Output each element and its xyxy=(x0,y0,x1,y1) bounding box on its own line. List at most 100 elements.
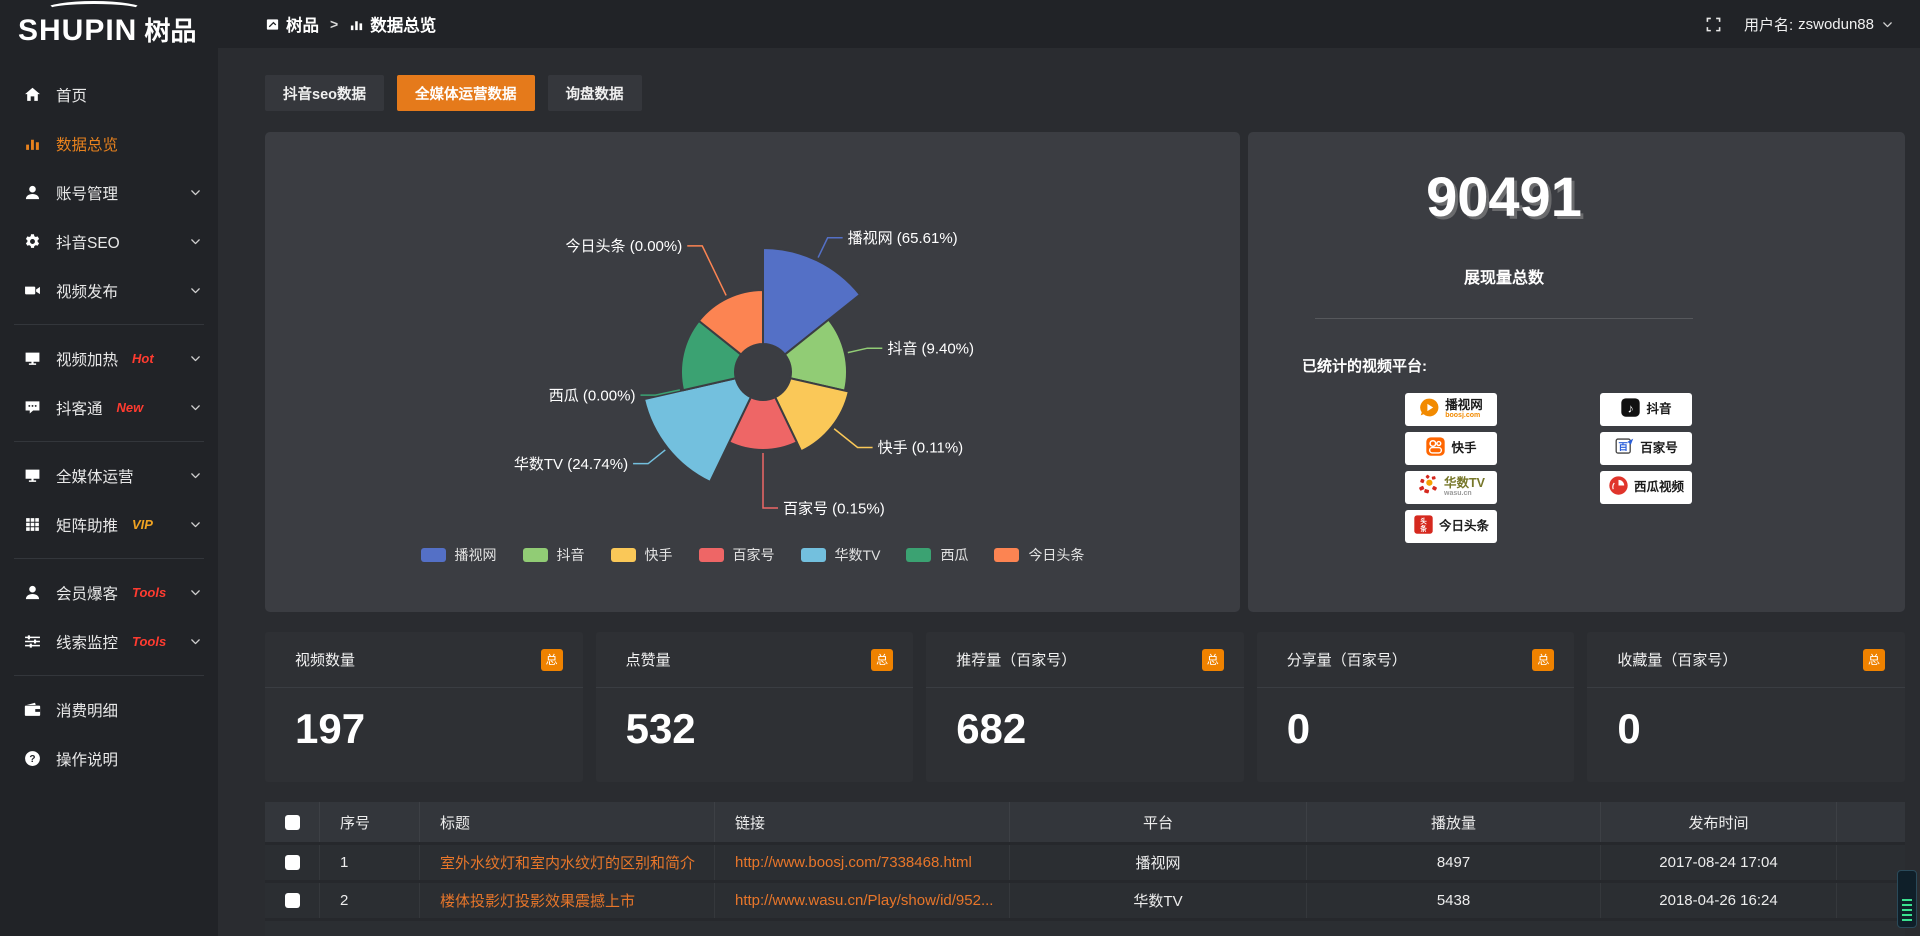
legend-item-抖音[interactable]: 抖音 xyxy=(522,545,585,565)
gear-icon xyxy=(24,233,41,250)
table-header-row: 序号 标题 链接 平台 播放量 发布时间 xyxy=(265,802,1905,842)
table-header-platform: 平台 xyxy=(1010,802,1307,842)
pie-label: 西瓜 (0.00%) xyxy=(549,387,636,404)
pie-slice-播视网[interactable] xyxy=(762,247,861,356)
table-header-index: 序号 xyxy=(320,802,420,842)
sidebar-item-tag: New xyxy=(116,400,144,415)
sidebar-item-video-publish[interactable]: 视频发布 xyxy=(0,266,218,315)
sidebar-item-consumption-detail[interactable]: 消费明细 xyxy=(0,685,218,734)
cell-time: 2017-08-24 17:04 xyxy=(1601,845,1837,880)
legend-swatch xyxy=(522,548,548,562)
platform-badge-kuaishou: 快手 xyxy=(1405,432,1497,465)
pie-slice-百家号[interactable] xyxy=(728,396,798,451)
platforms-section: 已统计的视频平台: 播视网 boosj.com 快手 华数TV wasu.cn 头条今日头… xyxy=(1248,319,1905,543)
sidebar-item-label: 矩阵助推 xyxy=(56,517,119,535)
sidebar-item-label: 首页 xyxy=(56,87,88,105)
tab-media-operation-data[interactable]: 全媒体运营数据 xyxy=(397,75,535,111)
sidebar-item-home[interactable]: 首页 xyxy=(0,70,218,119)
sidebar-item-data-overview[interactable]: 数据总览 xyxy=(0,119,218,168)
table-header-time: 发布时间 xyxy=(1601,802,1837,842)
chevron-down-icon xyxy=(189,586,202,599)
sidebar-item-video-heating[interactable]: 视频加热 Hot xyxy=(0,334,218,383)
platform-badge-toutiao: 头条今日头条 xyxy=(1405,510,1497,543)
svg-text:♪: ♪ xyxy=(1628,401,1634,415)
chart-icon xyxy=(349,17,364,32)
stat-card-header: 分享量（百家号） 总 xyxy=(1256,632,1575,688)
sidebar-item-account-management[interactable]: 账号管理 xyxy=(0,168,218,217)
cell-index: 1 xyxy=(320,845,420,880)
sidebar-item-operation-guide[interactable]: ? 操作说明 xyxy=(0,734,218,783)
sidebar-divider xyxy=(14,441,204,442)
sidebar-item-label: 账号管理 xyxy=(56,185,119,203)
wasu-logo-icon xyxy=(1417,474,1439,501)
fullscreen-button[interactable] xyxy=(1705,16,1722,33)
title-link[interactable]: 室外水纹灯和室内水纹灯的区别和简介 xyxy=(440,855,696,872)
total-impressions-value: 90491 xyxy=(1426,165,1582,228)
row-checkbox[interactable] xyxy=(284,855,300,870)
user-menu[interactable]: 用户名: zswodun88 xyxy=(1744,14,1894,35)
chart-legend: 播视网 抖音 快手 百家号 华数TV 西瓜 今日头条 xyxy=(265,545,1240,565)
main-content: 抖音seo数据 全媒体运营数据 询盘数据 播视网 (65.61%) 抖音 (9.40%… xyxy=(218,48,1920,936)
total-badge: 总 xyxy=(871,648,894,671)
brand-logo[interactable]: SHUPIN 树品 xyxy=(0,0,218,62)
panels-row: 播视网 (65.61%) 抖音 (9.40%) 快手 (0.11%) 百家号 (0.1… xyxy=(265,132,1920,612)
stat-card: 收藏量（百家号） 总 0 xyxy=(1587,632,1905,782)
rose-chart-svg: 播视网 (65.61%) 抖音 (9.40%) 快手 (0.11%) 百家号 (0.1… xyxy=(514,230,974,517)
sidebar-item-media-operation[interactable]: 全媒体运营 xyxy=(0,451,218,500)
stat-card: 分享量（百家号） 总 0 xyxy=(1256,632,1575,782)
sidebar-item-label: 视频加热 xyxy=(56,351,119,369)
pie-label: 抖音 (9.40%) xyxy=(887,340,974,357)
select-all-checkbox[interactable] xyxy=(284,814,300,830)
sidebar-item-matrix-boost[interactable]: 矩阵助推 VIP xyxy=(0,500,218,549)
logo-arc-decoration xyxy=(46,1,142,17)
green-bars-icon xyxy=(1902,899,1912,922)
sidebar-nav: 首页数据总览账号管理抖音SEO 视频发布视频加热 Hot 抖客通 New 全媒体运营矩阵助… xyxy=(0,70,218,783)
pie-label: 播视网 (65.61%) xyxy=(848,230,958,247)
legend-item-快手[interactable]: 快手 xyxy=(610,545,673,565)
pie-slice-今日头条[interactable] xyxy=(697,289,764,356)
sidebar-item-douyin-seo[interactable]: 抖音SEO xyxy=(0,217,218,266)
sidebar-item-member-baoke[interactable]: 会员爆客 Tools xyxy=(0,568,218,617)
tab-inquiry-data[interactable]: 询盘数据 xyxy=(547,75,642,111)
pie-slice-快手[interactable] xyxy=(774,377,850,453)
sidebar-item-clue-monitor[interactable]: 线索监控 Tools xyxy=(0,617,218,666)
platform-name: 抖音 xyxy=(1646,401,1672,416)
xigua-logo-icon xyxy=(1608,475,1629,501)
cell-checkbox xyxy=(265,883,320,918)
sidebar-item-douketong[interactable]: 抖客通 New xyxy=(0,383,218,432)
pie-slice-西瓜[interactable] xyxy=(680,319,743,392)
row-checkbox[interactable] xyxy=(284,893,300,908)
legend-item-百家号[interactable]: 百家号 xyxy=(698,545,775,565)
platform-name: 播视网 xyxy=(1445,398,1483,413)
cell-link: http://www.wasu.cn/Play/show/id/952... xyxy=(715,883,1010,918)
sidebar-item-tag: Tools xyxy=(132,634,167,649)
pie-slice-抖音[interactable] xyxy=(783,318,848,392)
platform-badge-text: 播视网 boosj.com xyxy=(1445,398,1483,420)
sidebar-divider xyxy=(14,675,204,676)
legend-label: 抖音 xyxy=(556,547,585,563)
legend-item-播视网[interactable]: 播视网 xyxy=(420,545,497,565)
stat-card-label: 视频数量 xyxy=(295,652,356,669)
legend-item-今日头条[interactable]: 今日头条 xyxy=(994,545,1084,565)
pie-slice-华数TV[interactable] xyxy=(643,377,752,483)
tab-douyin-seo-data[interactable]: 抖音seo数据 xyxy=(265,75,384,111)
summary-panel: 90491 展现量总数 已统计的视频平台: 播视网 boosj.com 快手 华数TV… xyxy=(1248,132,1905,612)
breadcrumb-item-data-overview[interactable]: 数据总览 xyxy=(349,12,436,36)
legend-label: 快手 xyxy=(644,547,673,563)
sidebar-item-label: 全媒体运营 xyxy=(56,468,134,486)
link-link[interactable]: http://www.boosj.com/7338468.html xyxy=(735,854,972,871)
link-link[interactable]: http://www.wasu.cn/Play/show/id/952... xyxy=(735,892,994,909)
svg-text:头: 头 xyxy=(1420,516,1427,525)
title-link[interactable]: 楼体投影灯投影效果震撼上市 xyxy=(440,893,636,910)
platform-badge-wasu: 华数TV wasu.cn xyxy=(1405,471,1497,504)
platform-name: 快手 xyxy=(1451,440,1477,455)
legend-item-西瓜[interactable]: 西瓜 xyxy=(906,545,968,565)
svg-text:?: ? xyxy=(29,754,35,765)
floating-widget[interactable] xyxy=(1897,870,1917,928)
cell-title: 室外水纹灯和室内水纹灯的区别和简介 xyxy=(420,845,715,880)
legend-item-华数TV[interactable]: 华数TV xyxy=(800,545,880,565)
pie-chart-panel: 播视网 (65.61%) 抖音 (9.40%) 快手 (0.11%) 百家号 (0.1… xyxy=(265,132,1240,612)
label-line xyxy=(687,245,727,296)
breadcrumb-item-shupin[interactable]: 树品 xyxy=(265,12,319,36)
stat-cards: 视频数量总 197 点赞量总 532 推荐量（百家号）总 682 分享量（百家号）总 0 收藏量… xyxy=(265,632,1905,782)
